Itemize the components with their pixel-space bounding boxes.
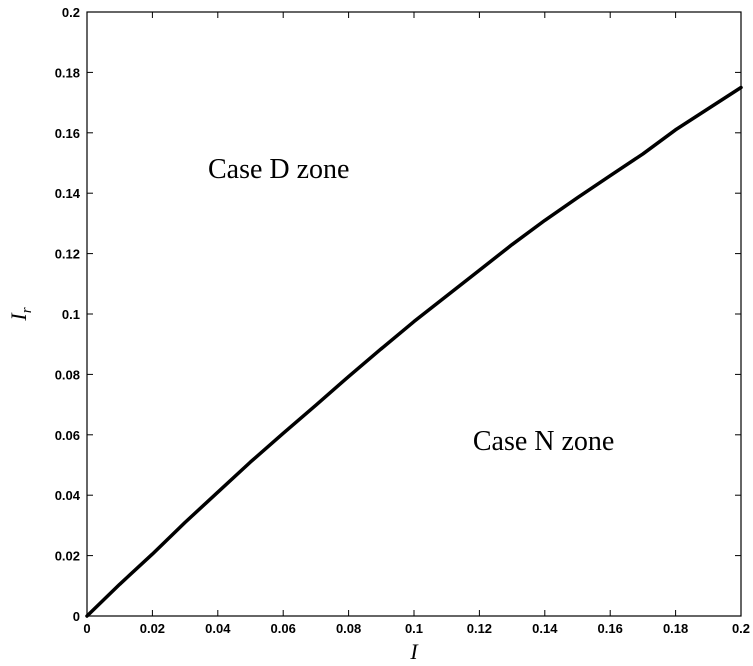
y-axis-label-base: I <box>6 312 31 322</box>
x-tick-label: 0.2 <box>732 621 750 636</box>
y-axis-label: Ir <box>6 307 35 321</box>
x-tick-label: 0.12 <box>467 621 492 636</box>
x-tick-label: 0.04 <box>205 621 231 636</box>
y-tick-label: 0.04 <box>55 488 81 503</box>
y-tick-label: 0.06 <box>55 428 80 443</box>
y-tick-label: 0.12 <box>55 247 80 262</box>
y-tick-label: 0.08 <box>55 367 80 382</box>
x-tick-label: 0.14 <box>532 621 558 636</box>
x-tick-label: 0.06 <box>271 621 296 636</box>
svg-text:Ir: Ir <box>6 307 35 321</box>
x-tick-label: 0 <box>83 621 90 636</box>
x-tick-label: 0.02 <box>140 621 165 636</box>
x-tick-label: 0.18 <box>663 621 688 636</box>
x-tick-label: 0.1 <box>405 621 423 636</box>
x-tick-label: 0.08 <box>336 621 361 636</box>
y-tick-label: 0.14 <box>55 186 81 201</box>
ticks <box>86 11 742 617</box>
x-axis-label: I <box>409 639 419 664</box>
annotation-label: Case D zone <box>208 154 350 185</box>
tick-labels: 0 0.02 0.04 0.06 0.08 0.1 0.12 0.14 0.16 0.18 0.2 0… <box>55 5 750 636</box>
x-tick-label: 0.16 <box>598 621 623 636</box>
y-tick-label: 0.16 <box>55 126 80 141</box>
annotation-label: Case N zone <box>473 426 615 457</box>
y-axis-label-sub: r <box>19 307 35 313</box>
y-tick-label: 0.2 <box>62 5 80 20</box>
series-line <box>85 85 743 618</box>
annotations: Case D zone Case N zone <box>208 154 614 457</box>
y-tick-label: 0 <box>73 609 80 624</box>
y-tick-label: 0.18 <box>55 65 80 80</box>
y-tick-label: 0.02 <box>55 549 80 564</box>
plot-area <box>86 11 742 617</box>
y-tick-label: 0.1 <box>62 307 80 322</box>
